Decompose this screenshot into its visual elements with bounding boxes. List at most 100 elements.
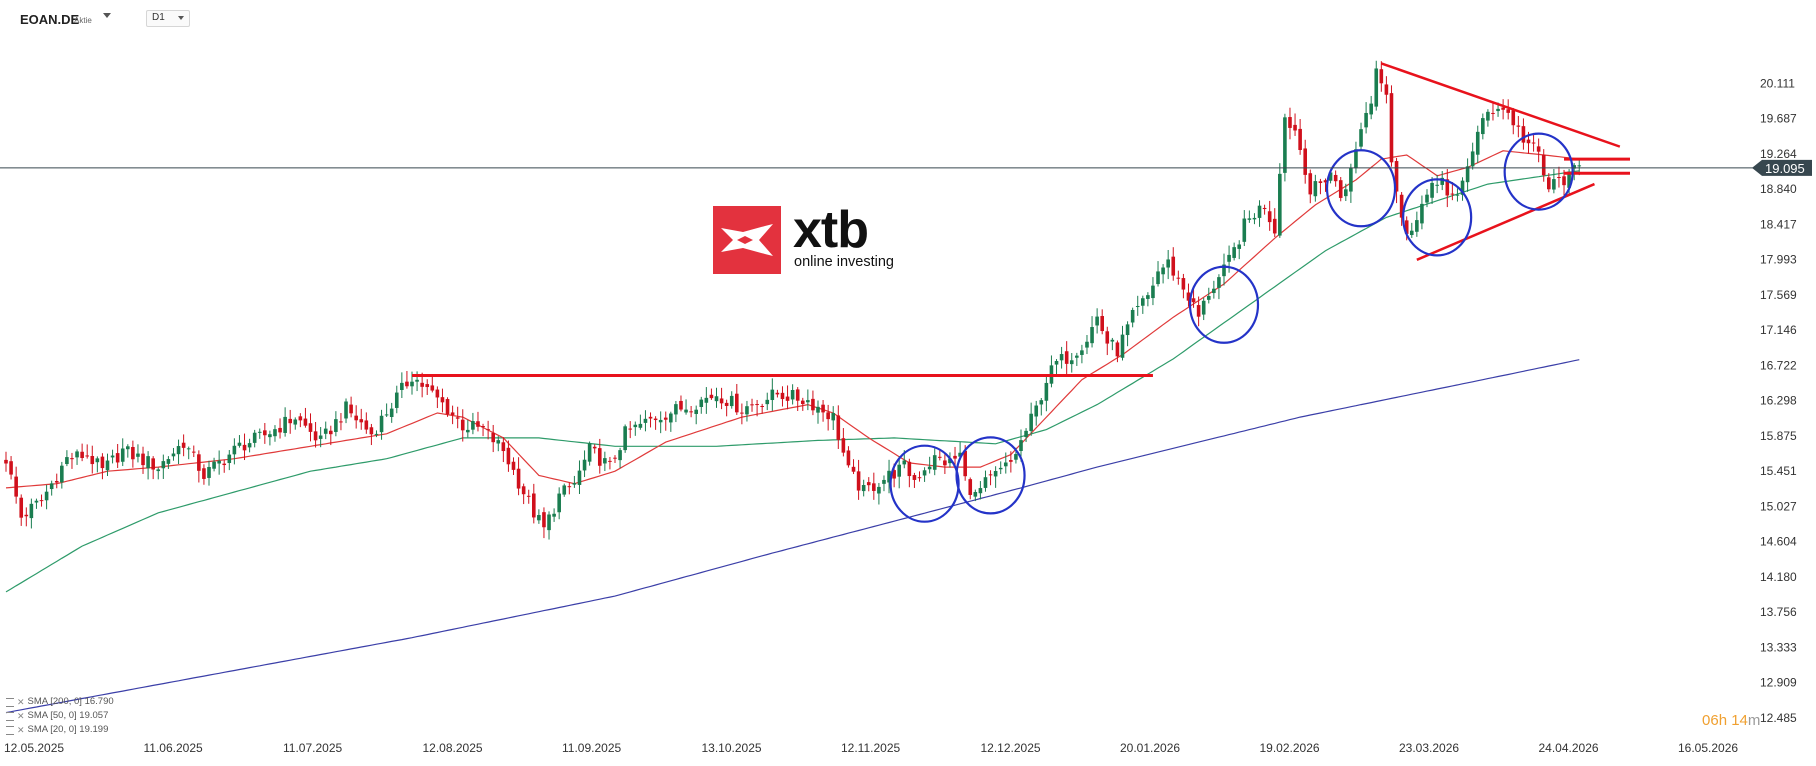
candle-body (633, 424, 638, 428)
candle-body (846, 450, 851, 466)
highlight-circle (1188, 265, 1260, 344)
symbol-dropdown-chevron-icon[interactable] (103, 13, 111, 18)
instrument-type-label: Aktie (74, 16, 92, 25)
settings-lines-icon[interactable] (6, 697, 14, 707)
candle-body (1481, 118, 1485, 135)
candle-body (1039, 400, 1044, 405)
candle-body (582, 459, 587, 471)
candle-body (912, 475, 917, 480)
candle-body (1557, 177, 1561, 179)
candle-body (1435, 184, 1439, 186)
candle-body (227, 454, 232, 464)
candle-body (1125, 324, 1130, 336)
candle-body (44, 491, 49, 501)
candle-body (755, 404, 759, 406)
candle-body (1029, 413, 1033, 431)
y-tick-label: 13.756 (1760, 605, 1797, 619)
settings-lines-icon[interactable] (6, 725, 14, 735)
logo-wordmark: xtb (793, 201, 869, 259)
candle-body (1059, 354, 1064, 361)
xtb-logo: xtb online investing (713, 201, 923, 274)
candle-body (171, 453, 176, 457)
candle-body (207, 466, 211, 478)
candle-body (313, 431, 318, 441)
candle-body (440, 397, 445, 403)
candle-body (552, 513, 556, 517)
legend-item[interactable]: ✕ SMA [50, 0] 19.057 (6, 709, 114, 723)
candle-body (435, 389, 440, 398)
candle-body (394, 392, 399, 408)
candle-body (674, 404, 678, 415)
candle-body (80, 451, 84, 459)
candle-body (1014, 454, 1018, 460)
candle-body (85, 455, 89, 457)
candle-body (217, 460, 221, 464)
candle-body (882, 479, 886, 484)
sma-lines (5, 150, 1580, 714)
candle-body (780, 392, 785, 400)
candle-body (1404, 220, 1409, 234)
candle-body (1191, 298, 1196, 303)
indicator-legend: ✕ SMA [200, 0] 16.790 ✕ SMA [50, 0] 19.0… (6, 695, 114, 737)
candle-body (1526, 139, 1531, 144)
candle-body (872, 483, 876, 491)
current-price-label: 19.095 (1765, 161, 1805, 176)
candle-body (4, 459, 8, 464)
candle-body (511, 461, 516, 470)
timeframe-select[interactable]: D1 (146, 10, 190, 27)
candle-body (1349, 168, 1353, 192)
candle-body (1237, 244, 1242, 249)
candle-body (156, 469, 161, 472)
candle-body (268, 434, 272, 438)
x-tick-label: 23.03.2026 (1399, 741, 1459, 755)
candle-body (1212, 288, 1216, 294)
candle-body (1369, 103, 1373, 115)
remove-icon[interactable]: ✕ (17, 697, 25, 707)
legend-label: SMA [200, 0] 16.790 (27, 696, 114, 707)
remove-icon[interactable]: ✕ (17, 711, 25, 721)
candle-body (1064, 351, 1069, 364)
settings-lines-icon[interactable] (6, 711, 14, 721)
candle-body (1054, 360, 1059, 365)
candle-body (420, 382, 424, 387)
candle-body (800, 400, 805, 405)
candle-body (476, 421, 480, 427)
candle-body (1374, 68, 1379, 107)
candle-body (877, 486, 881, 494)
candle-body (1308, 173, 1313, 195)
candle-body (592, 446, 597, 449)
annotations (412, 62, 1630, 523)
candle-body (329, 430, 333, 435)
candle-body (714, 396, 719, 402)
axes: 20.111 19.687 19.264 18.840 18.417 17.993 17.5… (0, 76, 1812, 755)
candle-body (212, 461, 216, 469)
y-tick-label: 13.333 (1760, 640, 1797, 654)
candle-body (1415, 220, 1419, 232)
candle-body (1399, 194, 1404, 218)
candle-body (1465, 166, 1470, 183)
candle-body (643, 418, 648, 423)
candle-body (120, 448, 125, 462)
candle-body (775, 392, 780, 395)
symbol-label[interactable]: EOAN.DE (20, 12, 80, 27)
candle-body (1196, 305, 1201, 317)
candle-body (151, 458, 155, 470)
candle-body (491, 432, 495, 443)
candle-body (938, 456, 942, 458)
candle-body (237, 442, 242, 446)
candle-body (24, 514, 29, 517)
remove-icon[interactable]: ✕ (17, 725, 25, 735)
candle-body (49, 483, 54, 490)
candle-body (618, 450, 622, 461)
sma-200-line (5, 359, 1580, 714)
legend-item[interactable]: ✕ SMA [20, 0] 19.199 (6, 723, 114, 737)
candle-body (425, 384, 430, 388)
candle-body (745, 406, 749, 415)
candle-body (1232, 247, 1236, 258)
candle-body (1267, 211, 1272, 223)
candle-body (790, 389, 795, 400)
candle-body (968, 479, 973, 495)
legend-item[interactable]: ✕ SMA [200, 0] 16.790 (6, 695, 114, 709)
